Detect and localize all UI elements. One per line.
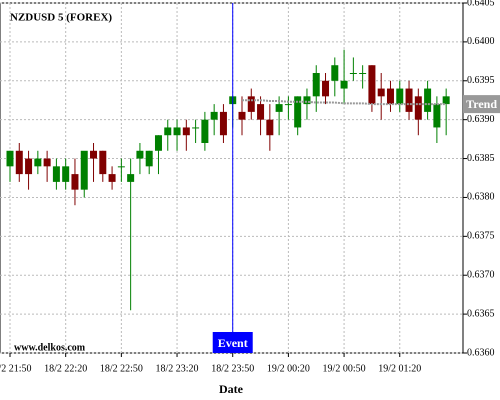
y-tick-label: 0.6405	[467, 0, 495, 8]
candle-body	[294, 96, 302, 128]
candle-body	[108, 174, 116, 182]
candle-body	[62, 166, 70, 182]
watermark: www.delkos.com	[14, 342, 86, 353]
candle-body	[238, 111, 246, 120]
trend-label: Trend	[466, 97, 497, 111]
candle-body	[117, 166, 125, 168]
candle-body	[247, 96, 255, 112]
x-tick-label: 18/2 23:50	[211, 363, 254, 374]
candle-body	[192, 127, 200, 129]
event-label: Event	[218, 336, 248, 350]
trend-line	[242, 99, 447, 106]
marks	[6, 3, 450, 353]
candle-body	[386, 88, 394, 105]
candle-body	[442, 96, 450, 105]
candle-body	[219, 111, 227, 136]
candle-body	[405, 88, 413, 112]
candle-body	[136, 150, 144, 159]
candle-body	[368, 65, 376, 105]
candle-body	[210, 111, 218, 120]
candle-body	[266, 119, 274, 136]
candle-body	[154, 135, 162, 151]
grid	[0, 2, 467, 357]
candle-body	[331, 65, 339, 81]
candle-body	[145, 150, 153, 167]
candle-body	[201, 119, 209, 143]
y-tick-label: 0.6365	[467, 308, 495, 319]
y-tick-label: 0.6370	[467, 270, 495, 281]
candle-body	[173, 127, 181, 136]
y-tick-label: 0.6400	[467, 36, 495, 47]
candle-body	[340, 80, 348, 89]
candle-body	[312, 73, 320, 97]
candle-body	[433, 104, 441, 128]
candle-body	[257, 104, 265, 120]
candle-body	[396, 88, 404, 105]
candle-body	[377, 88, 385, 97]
candle-body	[34, 158, 42, 167]
candle-body	[414, 96, 422, 120]
candle-body	[164, 127, 172, 136]
x-axis-title: Date	[219, 382, 244, 396]
candle-body	[25, 158, 33, 175]
x-tick-label: 19/2 00:20	[267, 363, 310, 374]
x-tick-label: 18/2 23:20	[156, 363, 199, 374]
candle-body	[349, 73, 357, 74]
candle-body	[15, 150, 23, 175]
candle-body	[80, 150, 88, 190]
candle-body	[6, 150, 14, 167]
y-tick-label: 0.6385	[467, 153, 495, 164]
candle-body	[322, 80, 330, 97]
candle-body	[52, 166, 60, 182]
y-tick-label: 0.6395	[467, 75, 495, 86]
candle-body	[359, 73, 367, 74]
chart-title: NZDUSD 5 (FOREX)	[10, 12, 112, 24]
y-tick-label: 0.6390	[467, 114, 495, 125]
y-tick-label: 0.6360	[467, 347, 495, 358]
candle-body	[71, 174, 79, 190]
plot-area	[0, 2, 464, 354]
candle-body	[424, 88, 432, 112]
x-tick-label: 18/2 21:50	[0, 363, 32, 374]
candle-body	[127, 174, 135, 182]
x-tick-label: 19/2 00:50	[323, 363, 366, 374]
labels: 0.6360 0.6365 0.6370 0.6375 0.6380 0.6385 0.63…	[0, 0, 500, 374]
event-box	[212, 332, 253, 353]
x-tick-label: 19/2 01:20	[378, 363, 421, 374]
candle-body	[303, 96, 311, 105]
y-tick-label: 0.6380	[467, 192, 495, 203]
candle-body	[43, 158, 51, 167]
candle-body	[99, 150, 107, 175]
candle-body	[182, 127, 190, 136]
candle-body	[90, 150, 98, 159]
candle-body	[284, 104, 292, 106]
candle-body	[275, 104, 283, 112]
x-tick-label: 18/2 22:20	[44, 363, 87, 374]
trend-label-box	[463, 95, 500, 114]
x-tick-label: 18/2 22:50	[100, 363, 143, 374]
y-tick-label: 0.6375	[467, 231, 495, 242]
